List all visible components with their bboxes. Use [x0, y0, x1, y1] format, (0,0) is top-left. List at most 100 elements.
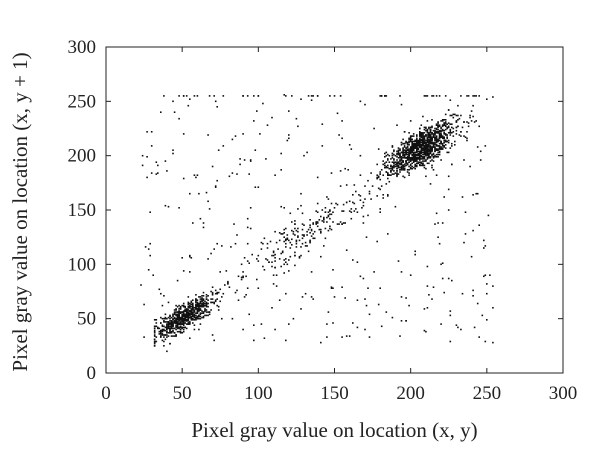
data-point: [190, 305, 193, 308]
data-point: [423, 145, 426, 147]
data-point: [422, 137, 424, 140]
data-point: [169, 315, 171, 318]
data-point: [437, 222, 439, 224]
data-point: [429, 139, 432, 142]
data-point: [160, 330, 162, 333]
data-point: [414, 253, 416, 256]
data-point: [385, 171, 388, 173]
data-point: [412, 149, 415, 151]
data-point: [192, 311, 194, 313]
data-point: [388, 167, 391, 170]
data-point: [201, 302, 203, 305]
data-point: [426, 136, 429, 138]
data-point: [382, 194, 384, 196]
data-point: [425, 145, 427, 147]
data-point: [192, 308, 194, 310]
data-point: [405, 162, 407, 165]
data-point: [192, 322, 194, 324]
data-point: [466, 139, 468, 142]
data-point: [388, 180, 391, 183]
data-point: [408, 137, 410, 140]
data-point: [172, 149, 174, 151]
data-point: [457, 104, 459, 107]
data-point: [455, 121, 458, 123]
data-point: [434, 136, 436, 138]
data-point: [198, 315, 200, 318]
data-point: [272, 251, 275, 254]
data-point: [265, 158, 267, 160]
data-point: [400, 165, 403, 168]
data-point: [399, 163, 401, 166]
data-point: [416, 137, 418, 140]
data-point: [333, 207, 336, 209]
data-point: [396, 159, 398, 161]
data-point: [182, 328, 185, 331]
data-point: [274, 257, 276, 259]
data-point: [479, 150, 482, 153]
y-tick-label: 250: [68, 91, 97, 112]
data-point: [178, 315, 180, 318]
data-point: [385, 95, 388, 97]
data-point: [419, 134, 421, 136]
data-point: [406, 158, 409, 160]
data-point: [428, 136, 430, 138]
data-point: [288, 134, 290, 136]
data-point: [316, 176, 319, 179]
data-point: [405, 152, 407, 155]
data-point: [321, 145, 324, 147]
data-point: [394, 161, 397, 163]
data-point: [426, 129, 429, 132]
data-point: [422, 136, 424, 138]
data-point: [435, 145, 438, 147]
data-point: [420, 148, 423, 150]
data-point: [193, 95, 196, 97]
data-point: [403, 149, 406, 151]
data-point: [411, 145, 413, 147]
data-point: [175, 334, 177, 336]
data-point: [198, 305, 200, 308]
data-point: [399, 159, 401, 161]
data-point: [434, 137, 436, 140]
data-point: [179, 316, 182, 319]
data-point: [419, 132, 421, 134]
data-point: [489, 274, 491, 276]
data-point: [394, 172, 397, 174]
data-point: [396, 150, 398, 153]
data-point: [447, 132, 450, 134]
data-point: [425, 330, 427, 333]
data-point: [310, 235, 313, 237]
data-point: [190, 301, 193, 304]
data-point: [409, 135, 412, 137]
data-point: [412, 145, 415, 147]
data-point: [438, 136, 441, 138]
data-point: [387, 233, 389, 235]
data-point: [283, 232, 285, 234]
data-point: [414, 156, 416, 158]
data-point: [329, 217, 331, 220]
data-point: [425, 95, 427, 97]
data-point: [307, 228, 310, 231]
data-point: [432, 129, 435, 132]
data-point: [353, 202, 356, 205]
data-point: [455, 120, 458, 122]
data-point: [492, 96, 494, 98]
data-point: [166, 336, 168, 338]
data-point: [211, 165, 214, 168]
data-point: [182, 323, 185, 325]
data-point: [444, 147, 447, 149]
data-point: [292, 317, 295, 320]
x-tick-label: 0: [101, 383, 111, 404]
x-tick-label: 300: [549, 383, 578, 404]
data-point: [184, 309, 186, 311]
data-point: [435, 135, 438, 137]
data-point: [437, 139, 439, 142]
data-point: [416, 157, 418, 159]
data-point: [376, 174, 378, 176]
data-point: [428, 126, 430, 129]
data-point: [202, 299, 205, 301]
data-point: [414, 158, 416, 160]
data-point: [169, 329, 171, 332]
data-point: [423, 95, 426, 97]
data-point: [400, 158, 403, 160]
data-point: [483, 247, 485, 249]
